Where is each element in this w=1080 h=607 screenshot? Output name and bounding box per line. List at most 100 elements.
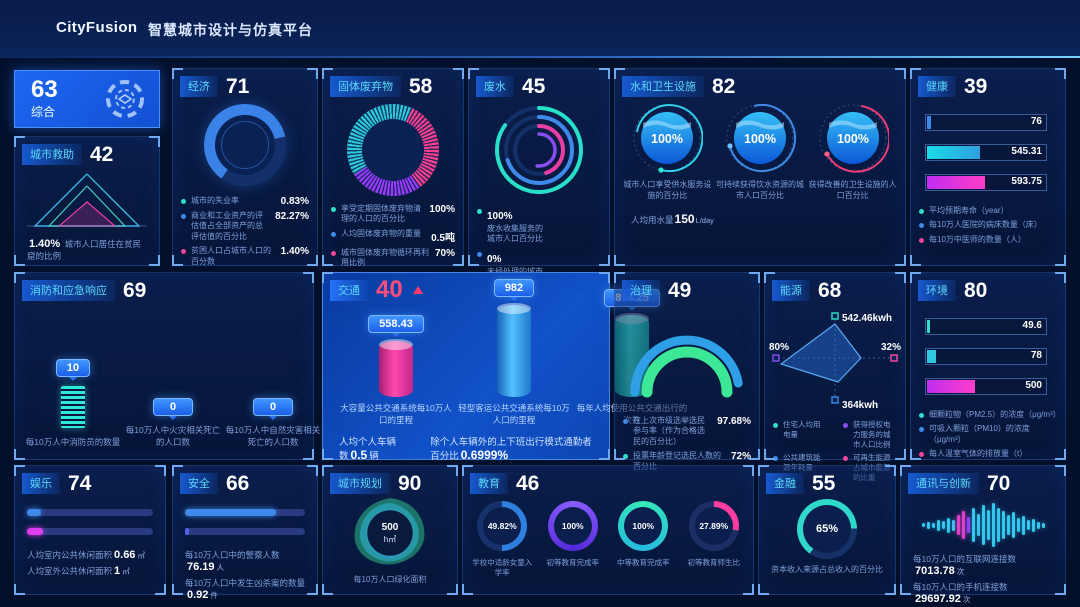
panel-title: 经济 <box>180 75 218 97</box>
panel-score: 69 <box>123 278 147 302</box>
panel-title: 城市规划 <box>330 472 390 494</box>
panel-score: 46 <box>516 471 540 495</box>
liquid-gauge: 100% 可持续获得饮水资源的城市人口百分比 <box>715 102 805 202</box>
panel-traffic[interactable]: 交通 40 558.43 大容量公共交通系统每10万人口的里程 982 轻型客运… <box>322 272 687 462</box>
recreation-stat: 人均室外公共休闲面积 1 ㎡ <box>27 565 130 577</box>
health-bar: 545.31 <box>925 144 1047 161</box>
svg-text:100%: 100% <box>837 132 869 146</box>
solid-waste-gauge-chart <box>347 104 439 196</box>
value-callout: 0 <box>253 398 293 421</box>
header-divider <box>0 56 1080 58</box>
rescue-stat-label: 城市人口居住在贫民窟的比例 <box>27 239 142 261</box>
panel-economy[interactable]: 经济 71 城市的失业率 0.83% 商业和工业资产的评估值占全部资产的总评估值的… <box>172 68 318 266</box>
legend-item: 在上次市级选举选民参与率（作为合格选民的百分比） 97.68% <box>615 414 759 449</box>
composite-gauge-icon <box>106 80 144 118</box>
panel-safety[interactable]: 安全 66 每10万人口中的警察人数76.19 人 每10万人口中发生凶杀案的数量… <box>172 465 318 601</box>
legend-item: 细颗粒物（PM2.5）的浓度（μg/m³） <box>911 408 1065 422</box>
education-donut: 100% 中等教育完成率 <box>610 499 676 578</box>
legend-item: 每人温室气体的排放量（t） <box>911 447 1065 461</box>
panel-title: 交通 <box>330 279 368 301</box>
fire-stat: 0 每10万人中火灾相关死亡的人口数 <box>123 398 223 448</box>
panel-wastewater[interactable]: 废水 45 100%废水收集服务的城市人口百分比 0%未经处理的城市污水百分比 … <box>468 68 610 372</box>
fire-stat: 10 每10万人中消防员的数量 <box>23 358 123 448</box>
panel-solid-waste[interactable]: 固体废弃物 58 享受定期固体废弃物清理的人口的百分比 100% 人均固体废弃物的… <box>322 68 464 267</box>
panel-title: 固体废弃物 <box>330 75 401 97</box>
panel-title: 金融 <box>766 472 804 494</box>
panel-recreation[interactable]: 娱乐 74 人均室内公共休闲面积 0.66 ㎡ 人均室外公共休闲面积 1 ㎡ <box>14 465 166 595</box>
svg-text:542.46kwh: 542.46kwh <box>842 313 892 324</box>
panel-score: 45 <box>522 74 546 98</box>
recreation-stat: 人均室内公共休闲面积 0.66 ㎡ <box>27 549 145 561</box>
panel-score: 90 <box>398 471 422 495</box>
greenery-blob-chart: 500 h㎡ <box>354 498 425 565</box>
telecom-stat: 每10万人口的互联网连接数7013.78 次 <box>913 554 1016 577</box>
legend-item: 城市固体废弃物循环再利用比例 70% <box>323 246 463 271</box>
fire-stat: 0 每10万人中自然灾害相关死亡的人口数 <box>223 398 323 448</box>
energy-radar-chart: 542.46kwh 80% 32% 364kwh <box>769 312 901 411</box>
environment-bar: 78 <box>925 348 1047 365</box>
panel-score: 58 <box>409 74 433 98</box>
panel-urban-planning[interactable]: 城市规划 90 500 h㎡ 每10万人口绿化面积 <box>322 465 458 595</box>
app-header: CityFusion 智慧城市设计与仿真平台 <box>0 0 1080 58</box>
wastewater-rings-chart <box>495 106 583 194</box>
panel-energy[interactable]: 能源 68 542.46kwh 80% 32% 364kwh 住宅人均用电量 获… <box>764 272 906 482</box>
education-donut: 100% 初等教育完成率 <box>540 499 606 578</box>
legend-item: 城市的失业率 0.83% <box>173 194 317 209</box>
panel-fire-emergency[interactable]: 消防和应急响应 69 10 每10万人中消防员的数量 0 每10万人中火灾相关死… <box>14 272 320 460</box>
panel-health[interactable]: 健康 39 76 545.31 593.75 平均预期寿命（year） 每10万… <box>910 68 1066 266</box>
panel-title: 健康 <box>918 75 956 97</box>
panel-score: 71 <box>226 74 250 98</box>
panel-score: 68 <box>818 278 842 302</box>
panel-education[interactable]: 教育 46 49.82% 学校中适龄女童入学率 100% 初等教育完成率 100… <box>462 465 754 595</box>
traffic-footer-stat: 除个人车辆外的上下班出行模式通勤者百分比 0.6999% <box>430 437 592 462</box>
panel-score: 74 <box>68 471 92 495</box>
legend-item: 获得授权电力服务的城市人口比例 <box>835 418 905 451</box>
value-callout: 10 <box>55 358 91 381</box>
traffic-footer-stat: 人均个人车辆数 0.5 辆 <box>339 437 397 462</box>
value-callout: 0 <box>153 398 193 421</box>
safety-bar <box>185 509 305 516</box>
panel-score: 39 <box>964 74 988 98</box>
health-bar: 593.75 <box>925 174 1047 191</box>
panel-environment[interactable]: 环境 80 49.6 78 500 细颗粒物（PM2.5）的浓度（μg/m³） … <box>910 272 1066 460</box>
safety-stat: 每10万人口中的警察人数76.19 人 <box>185 550 280 573</box>
waveform-chart <box>901 499 1065 551</box>
brand-logo-text: CityFusion <box>56 19 138 36</box>
panel-telecom-innovation[interactable]: 通讯与创新 70 每10万人口的互联网连接数7013.78 次 每10万人口的手机… <box>900 465 1066 605</box>
environment-bar: 49.6 <box>925 318 1047 335</box>
safety-bar <box>185 528 305 535</box>
legend-item: 每10万中医师的数量（人） <box>911 233 1065 247</box>
telecom-stat: 每10万人口的手机连接数29697.92 次 <box>913 582 1008 605</box>
finance-donut: 65% <box>797 499 857 559</box>
traffic-bar: 982 轻型客运公共交通系统每10万人口的里程 <box>455 279 573 426</box>
panel-governance[interactable]: 治理 49 在上次市级选举选民参与率（作为合格选民的百分比） 97.68% 投票年… <box>614 272 760 471</box>
svg-text:364kwh: 364kwh <box>842 400 878 411</box>
panel-score: 66 <box>226 471 250 495</box>
panel-composite-score[interactable]: 63 综合 <box>14 70 160 128</box>
education-donut: 27.89% 初等教育师生比 <box>681 499 747 578</box>
svg-text:80%: 80% <box>769 342 789 353</box>
panel-score: 49 <box>668 278 692 302</box>
svg-text:32%: 32% <box>881 342 901 353</box>
panel-title: 教育 <box>470 472 508 494</box>
environment-bar: 500 <box>925 378 1047 395</box>
svg-text:100%: 100% <box>651 132 683 146</box>
legend-item: 每10万人医院的病床数量（床） <box>911 218 1065 232</box>
panel-score: 80 <box>964 278 988 302</box>
urban-planning-label: 每10万人口绿化面积 <box>353 575 427 584</box>
value-callout: 982 <box>493 279 535 302</box>
panel-city-rescue[interactable]: 城市救助 42 1.40% 城市人口居住在贫民窟的比例 <box>14 136 160 266</box>
panel-water-sanitation[interactable]: 水和卫生设施 82 100% 城市人口享受供水服务设施的百分比 <box>614 68 906 266</box>
liquid-gauge: 100% 城市人口享受供水服务设施的百分比 <box>622 102 712 202</box>
panel-finance[interactable]: 金融 55 65% 资本收入来源占总收入的百分比 <box>758 465 896 595</box>
panel-title: 能源 <box>772 279 810 301</box>
value-callout: 558.43 <box>368 315 424 338</box>
svg-text:500: 500 <box>382 522 399 533</box>
panel-title: 安全 <box>180 472 218 494</box>
battery-bar <box>61 385 85 428</box>
legend-item: 100% 废水收集服务的城市人口百分比 <box>469 204 555 247</box>
panel-title: 治理 <box>622 279 660 301</box>
panel-score: 55 <box>812 471 836 495</box>
panel-score: 40 <box>376 276 403 303</box>
